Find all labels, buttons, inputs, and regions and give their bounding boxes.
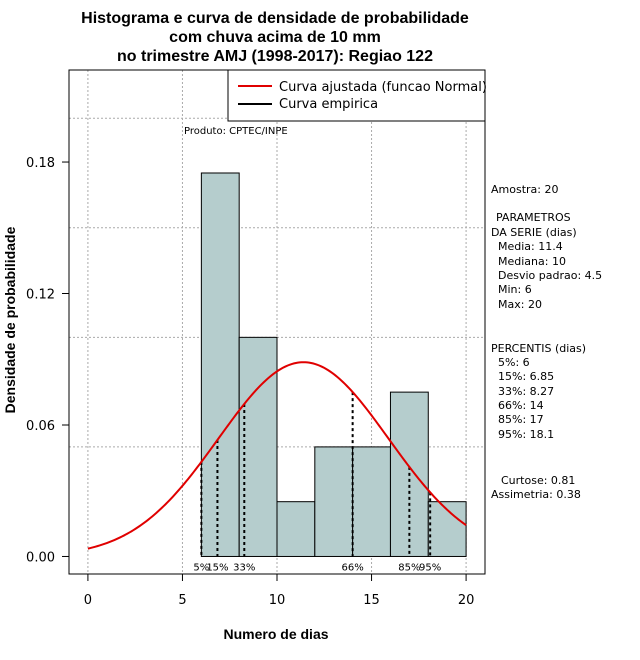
stat-min: Min: 6 xyxy=(498,283,532,296)
legend-label-normal: Curva ajustada (funcao Normal) xyxy=(279,80,487,95)
x-tick-label-2: 10 xyxy=(269,593,286,608)
stat-perc-title: PERCENTIS (dias) xyxy=(491,342,586,355)
percentile-label-5: 95% xyxy=(419,562,441,573)
stat-p5: 5%: 6 xyxy=(498,356,530,369)
percentile-label-0: 5% xyxy=(193,562,209,573)
legend: Curva ajustada (funcao Normal) Curva emp… xyxy=(227,69,487,122)
stat-amostra: Amostra: 20 xyxy=(491,183,558,196)
y-tick-label-1: 0.06 xyxy=(26,419,55,434)
histogram-bar-0 xyxy=(200,172,240,557)
stat-p66: 66%: 14 xyxy=(498,399,544,412)
percentile-label-4: 85% xyxy=(398,562,420,573)
percentile-label-1: 15% xyxy=(206,562,228,573)
histogram-bar-4 xyxy=(352,446,391,557)
stat-curtose: Curtose: 0.81 xyxy=(501,474,575,487)
stat-p85: 85%: 17 xyxy=(498,413,544,426)
produto-annotation: Produto: CPTEC/INPE xyxy=(184,126,288,137)
stat-desvio: Desvio padrao: 4.5 xyxy=(498,269,602,282)
normal-curve-line xyxy=(87,361,467,550)
x-tick-label-4: 20 xyxy=(458,593,475,608)
x-tick-label-0: 0 xyxy=(84,593,92,608)
stat-p33: 33%: 8.27 xyxy=(498,385,554,398)
x-axis-label: Numero de dias xyxy=(223,626,328,642)
stat-p15: 15%: 6.85 xyxy=(498,370,554,383)
legend-label-empirica: Curva empirica xyxy=(279,97,378,112)
percentile-labels: 5%15% 33% 66% 85%95% xyxy=(193,562,441,573)
histogram-bar-3 xyxy=(314,446,354,557)
stat-param-title-1: PARAMETROS xyxy=(496,211,571,224)
percentile-label-2: 33% xyxy=(233,562,255,573)
chart-title-line-2: com chuva acima de 10 mm xyxy=(169,29,381,46)
histogram-bar-1 xyxy=(238,336,278,557)
chart-title-line-3: no trimestre AMJ (1998-2017): Regiao 122 xyxy=(117,48,433,65)
stat-mediana: Mediana: 10 xyxy=(498,255,566,268)
x-axis: 0 5 10 15 20 xyxy=(84,573,475,608)
chart-title-line-1: Histograma e curva de densidade de proba… xyxy=(81,10,469,27)
stats-panel: Amostra: 20 PARAMETROS DA SERIE (dias) M… xyxy=(491,183,602,501)
y-tick-label-3: 0.18 xyxy=(26,156,55,171)
stat-max: Max: 20 xyxy=(498,298,542,311)
stat-param-title-2: DA SERIE (dias) xyxy=(491,226,577,239)
y-tick-label-2: 0.12 xyxy=(26,288,55,303)
x-tick-label-3: 15 xyxy=(363,593,380,608)
y-tick-label-0: 0.00 xyxy=(26,550,55,565)
legend-box xyxy=(227,69,486,122)
y-axis-label: Densidade de probabilidade xyxy=(2,226,18,413)
percentile-lines xyxy=(200,392,432,557)
stat-media: Media: 11.4 xyxy=(498,240,563,253)
y-axis: 0.00 0.06 0.12 0.18 xyxy=(26,156,70,565)
stat-p95: 95%: 18.1 xyxy=(498,428,554,441)
x-tick-label-1: 5 xyxy=(178,593,186,608)
histogram-bar-2 xyxy=(276,501,316,557)
percentile-label-3: 66% xyxy=(342,562,364,573)
stat-assimetria: Assimetria: 0.38 xyxy=(491,488,581,501)
histogram-bars xyxy=(200,172,467,557)
